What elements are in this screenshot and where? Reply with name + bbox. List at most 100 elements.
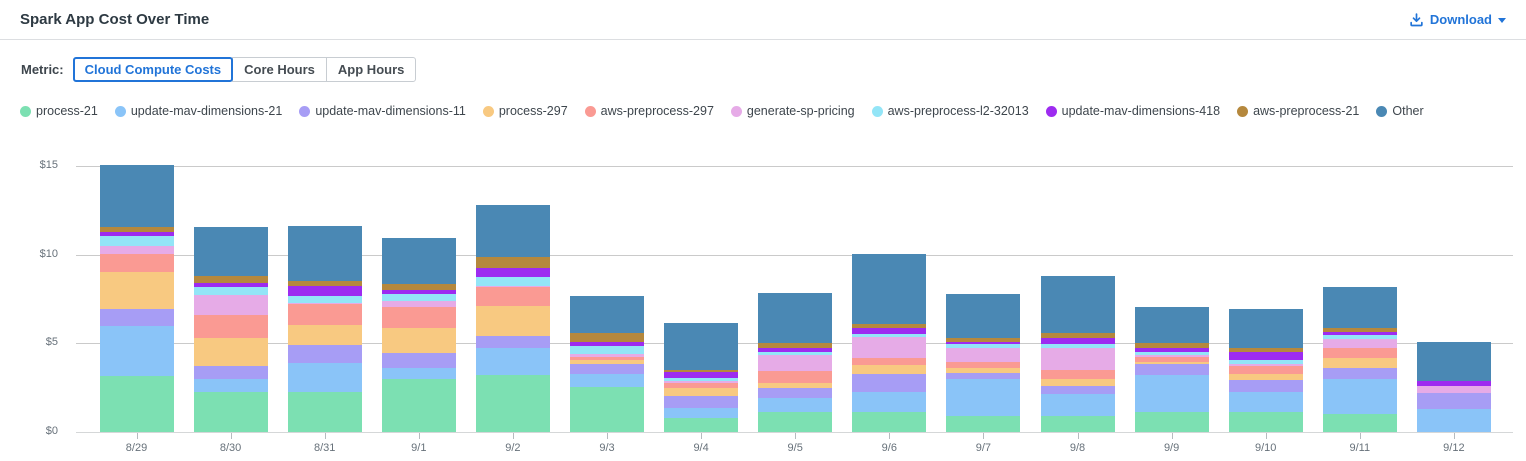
legend-swatch-update-mav-dimensions-21 (114, 105, 126, 117)
legend-item-update-mav-dimensions-418[interactable]: update-mav-dimensions-418 (1045, 104, 1220, 118)
bar-segment-process-21 (1228, 412, 1303, 432)
bar-segment-other (1040, 276, 1115, 334)
x-axis-tick (1171, 433, 1173, 439)
bar-segment-aws-preprocess-21 (664, 369, 739, 373)
bar-segment-process-21 (946, 415, 1021, 432)
legend-item-process-297[interactable]: process-297 (482, 104, 568, 118)
bar-segment-aws-preprocess-l2-32013 (570, 345, 644, 355)
bar-segment-update-mav-dimensions-418 (1134, 347, 1209, 352)
bar-segment-aws-preprocess-297 (1228, 366, 1303, 375)
bar-segment-aws-preprocess-297 (758, 371, 833, 384)
bar-segment-update-mav-dimensions-418 (664, 372, 739, 379)
bar-segment-generate-sp-pricing (664, 380, 739, 384)
bar-segment-other (664, 322, 739, 370)
bar-segment-aws-preprocess-21 (852, 324, 927, 328)
bar-segment-generate-sp-pricing (475, 285, 550, 287)
bar-segment-process-21 (664, 418, 739, 432)
metric-row: Metric: Cloud Compute Costs Core Hours App… (21, 56, 417, 82)
bar-segment-aws-preprocess-297 (193, 314, 268, 339)
bar-segment-process-297 (664, 388, 739, 396)
metric-option-core-hours[interactable]: Core Hours (232, 56, 327, 82)
bar-segment-aws-preprocess-21 (570, 332, 644, 343)
bar-segment-aws-preprocess-l2-32013 (193, 286, 268, 295)
gridline-0 (76, 432, 1513, 433)
bar-segment-update-mav-dimensions-418 (758, 347, 833, 352)
legend-item-update-mav-dimensions-21[interactable]: update-mav-dimensions-21 (114, 104, 283, 118)
legend-item-aws-preprocess-21[interactable]: aws-preprocess-21 (1237, 104, 1359, 118)
bar-9-11 (1322, 286, 1397, 432)
page-title: Spark App Cost Over Time (20, 11, 210, 28)
bar-segment-update-mav-dimensions-418 (287, 286, 362, 296)
legend-item-aws-preprocess-l2-32013[interactable]: aws-preprocess-l2-32013 (871, 104, 1029, 118)
x-axis-tick (1077, 433, 1079, 439)
bar-segment-update-mav-dimensions-21 (852, 392, 927, 413)
bar-segment-update-mav-dimensions-11 (287, 344, 362, 364)
bar-segment-update-mav-dimensions-11 (1322, 367, 1397, 379)
bar-segment-update-mav-dimensions-21 (287, 363, 362, 393)
bar-segment-aws-preprocess-l2-32013 (287, 295, 362, 304)
legend-swatch-process-297 (482, 105, 494, 117)
bar-segment-update-mav-dimensions-418 (1322, 332, 1397, 336)
bar-segment-aws-preprocess-297 (664, 383, 739, 389)
bar-segment-aws-preprocess-l2-32013 (1322, 335, 1397, 339)
bar-segment-aws-preprocess-297 (99, 253, 174, 273)
bar-segment-generate-sp-pricing (1228, 364, 1303, 367)
bar-segment-process-297 (758, 383, 833, 389)
x-axis-label-9-1: 9/1 (411, 442, 427, 454)
bar-segment-update-mav-dimensions-21 (570, 374, 644, 387)
bar-segment-other (758, 293, 833, 344)
metric-option-cloud-compute-costs[interactable]: Cloud Compute Costs (72, 56, 234, 82)
bar-segment-update-mav-dimensions-21 (1416, 408, 1491, 432)
legend-item-process-21[interactable]: process-21 (20, 104, 98, 118)
bar-segment-update-mav-dimensions-11 (99, 308, 174, 326)
bar-segment-process-21 (1134, 411, 1209, 432)
metric-button-group: Cloud Compute Costs Core Hours App Hours (72, 56, 417, 82)
x-axis-label-9-2: 9/2 (505, 442, 521, 454)
download-button-label: Download (1429, 12, 1492, 27)
bar-8-30 (193, 227, 268, 432)
x-axis-tick (795, 433, 797, 439)
bar-segment-other (475, 204, 550, 258)
bar-segment-update-mav-dimensions-418 (193, 282, 268, 287)
bar-9-3 (570, 295, 644, 432)
bar-segment-aws-preprocess-297 (1322, 348, 1397, 359)
x-axis-tick (136, 433, 138, 439)
bar-segment-other (1416, 341, 1491, 381)
bar-segment-update-mav-dimensions-418 (1228, 352, 1303, 361)
legend-label: aws-preprocess-21 (1253, 104, 1360, 118)
bar-segment-other (381, 237, 456, 285)
bar-segment-update-mav-dimensions-21 (475, 347, 550, 376)
bar-segment-aws-preprocess-21 (99, 227, 174, 233)
bar-segment-process-297 (193, 338, 268, 367)
legend-item-generate-sp-pricing[interactable]: generate-sp-pricing (730, 104, 855, 118)
bar-9-5 (758, 293, 833, 432)
bar-segment-generate-sp-pricing (287, 303, 362, 305)
legend-label: update-mav-dimensions-21 (130, 104, 283, 118)
bar-segment-update-mav-dimensions-21 (946, 379, 1021, 416)
download-button[interactable]: Download (1403, 11, 1512, 28)
bar-segment-update-mav-dimensions-11 (852, 374, 927, 393)
x-axis-label-9-6: 9/6 (881, 442, 897, 454)
legend-swatch-update-mav-dimensions-418 (1045, 105, 1057, 117)
bar-segment-process-21 (758, 412, 833, 432)
legend-label: aws-preprocess-297 (600, 104, 714, 118)
x-axis-tick (418, 433, 420, 439)
bar-9-6 (852, 254, 927, 432)
legend-item-other[interactable]: Other (1376, 104, 1424, 118)
bar-9-4 (664, 322, 739, 432)
bar-segment-process-297 (852, 365, 927, 375)
bar-segment-update-mav-dimensions-11 (1416, 393, 1491, 409)
legend-item-aws-preprocess-297[interactable]: aws-preprocess-297 (584, 104, 714, 118)
bar-segment-process-21 (1040, 415, 1115, 432)
bar-segment-update-mav-dimensions-21 (1228, 391, 1303, 413)
bar-segment-aws-preprocess-l2-32013 (758, 351, 833, 356)
bar-segment-update-mav-dimensions-418 (1040, 337, 1115, 345)
bar-9-1 (381, 237, 456, 432)
bar-segment-process-297 (1040, 379, 1115, 386)
bar-segment-process-297 (1228, 374, 1303, 381)
bar-segment-aws-preprocess-21 (1134, 343, 1209, 348)
metric-option-app-hours[interactable]: App Hours (325, 56, 417, 82)
bar-segment-update-mav-dimensions-11 (1040, 385, 1115, 395)
legend-item-update-mav-dimensions-11[interactable]: update-mav-dimensions-11 (299, 104, 466, 118)
